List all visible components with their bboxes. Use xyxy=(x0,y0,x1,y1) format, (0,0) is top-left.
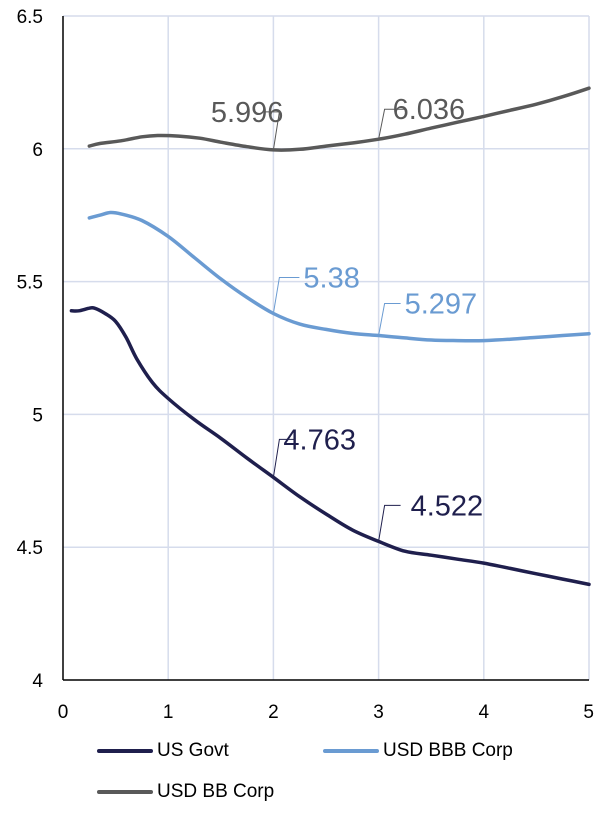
series-line-us-govt xyxy=(69,305,591,587)
legend-label: US Govt xyxy=(157,740,229,761)
y-tick-label: 5.5 xyxy=(17,273,43,294)
legend-item-usd-bb-corp: USD BB Corp xyxy=(97,781,274,803)
data-label: 5.38 xyxy=(303,262,359,294)
y-tick-label: 4.5 xyxy=(17,538,43,559)
legend-swatch xyxy=(323,749,379,753)
y-tick-label: 6 xyxy=(32,140,43,161)
data-label: 6.036 xyxy=(393,94,466,126)
legend-item-usd-bbb-corp: USD BBB Corp xyxy=(323,740,513,762)
legend-label: USD BBB Corp xyxy=(383,740,513,761)
y-tick-label: 4 xyxy=(32,671,43,692)
series-line-usd-bbb-corp xyxy=(87,210,591,343)
gridlines xyxy=(63,15,590,680)
y-tick-label: 5 xyxy=(32,405,43,426)
data-label: 5.297 xyxy=(405,289,478,321)
data-label: 4.522 xyxy=(411,490,484,522)
callout-leader xyxy=(263,111,280,150)
data-labels: 4.763 4.522 5.38 5.297 5.996 6.036 xyxy=(211,94,484,542)
legend-item-us-govt: US Govt xyxy=(97,740,229,762)
data-label: 4.763 xyxy=(283,424,356,456)
line-chart: 4 4.5 5 5.5 6 6.5 0 1 2 3 4 5 4.763 4.522 5.38 5.297 5.… xyxy=(17,7,594,723)
callout-leader xyxy=(378,303,401,336)
callout-leader xyxy=(378,504,401,542)
x-tick-label: 2 xyxy=(268,702,279,723)
legend-swatch xyxy=(97,790,153,794)
x-tick-label: 0 xyxy=(58,702,69,723)
callout-leader xyxy=(272,438,296,478)
data-label: 5.996 xyxy=(211,97,284,129)
x-tick-label: 4 xyxy=(479,702,490,723)
callout-leader xyxy=(378,108,405,140)
x-tick-label: 1 xyxy=(163,702,174,723)
series-line-usd-bb-corp xyxy=(87,86,591,152)
y-tick-label: 6.5 xyxy=(17,7,43,28)
legend-label: USD BB Corp xyxy=(157,781,275,802)
callout-leader xyxy=(272,276,300,314)
x-tick-label: 3 xyxy=(373,702,384,723)
x-tick-label: 5 xyxy=(583,702,594,723)
series-lines xyxy=(69,86,591,587)
legend-swatch xyxy=(97,749,153,753)
axes: 4 4.5 5 5.5 6 6.5 0 1 2 3 4 5 xyxy=(17,7,594,723)
